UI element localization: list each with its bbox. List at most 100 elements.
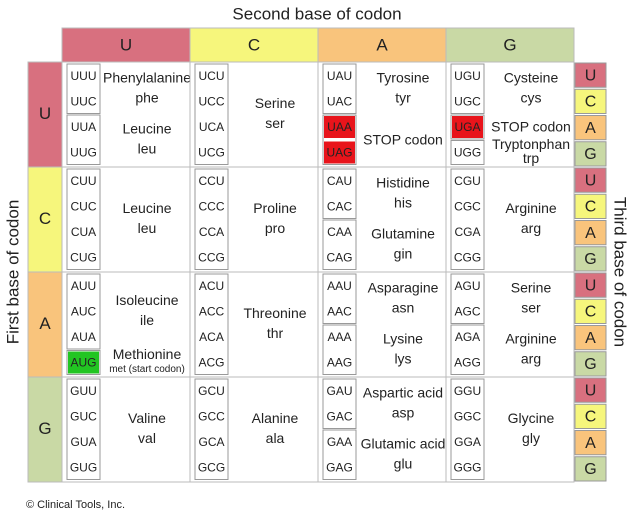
- amino-acid-abbr: arg: [521, 220, 541, 236]
- codon: UUU: [71, 69, 97, 83]
- codon: CCC: [199, 200, 225, 214]
- codon: GCA: [198, 435, 224, 449]
- third-base-label: C: [585, 199, 597, 216]
- codon: CGG: [454, 251, 481, 265]
- codon: ACA: [199, 330, 224, 344]
- codon: AGC: [454, 305, 480, 319]
- amino-acid-abbr: leu: [138, 220, 157, 236]
- codon: CGC: [454, 200, 481, 214]
- amino-acid-abbr: phe: [135, 89, 159, 105]
- third-base-cell: [574, 325, 607, 351]
- amino-acid-name: Glutamic acid: [361, 435, 446, 451]
- codon-box: [322, 324, 357, 375]
- codon: UGA: [454, 120, 480, 134]
- codon-box: [66, 114, 101, 165]
- codon: UCC: [199, 95, 225, 109]
- codon: AAU: [327, 279, 352, 293]
- third-base-label: G: [584, 356, 596, 373]
- codon-box: [450, 168, 485, 270]
- codon: GUG: [70, 461, 97, 475]
- row-header: [27, 166, 63, 273]
- codon: CAG: [326, 251, 352, 265]
- codon-box: [322, 219, 357, 270]
- codon: UAA: [327, 120, 352, 134]
- amino-acid-abbr: gin: [394, 245, 413, 261]
- amino-acid-name: Valine: [128, 410, 166, 426]
- third-base-label: U: [585, 277, 597, 294]
- codon: UUG: [70, 146, 97, 160]
- codon-box: [194, 168, 229, 270]
- codon: UCA: [199, 120, 224, 134]
- third-base-cell: [574, 403, 607, 429]
- codon: GAU: [326, 384, 352, 398]
- codon: GAG: [326, 461, 353, 475]
- codon-box: [450, 273, 485, 324]
- third-base-cell: [574, 88, 607, 114]
- third-base-label: C: [585, 304, 597, 321]
- third-base-label: C: [585, 94, 597, 111]
- third-base-label: A: [585, 120, 596, 137]
- third-base-label: C: [585, 409, 597, 426]
- right-title: Third base of codon: [611, 197, 630, 347]
- third-base-label: U: [585, 67, 597, 84]
- amino-acid-name: Glutamine: [371, 225, 435, 241]
- codon-highlight: [452, 116, 483, 138]
- amino-acid-abbr: his: [394, 194, 412, 210]
- amino-acid-name: Leucine: [122, 200, 171, 216]
- codon: UGC: [454, 95, 481, 109]
- codon: CAC: [327, 200, 353, 214]
- codon: GUU: [70, 384, 97, 398]
- codon: GCU: [198, 384, 225, 398]
- codon: GUC: [70, 410, 97, 424]
- codon-box: [322, 378, 357, 429]
- third-base-label: A: [585, 435, 596, 452]
- codon: GGC: [454, 410, 482, 424]
- codon-box: [194, 378, 229, 480]
- codon: GUA: [70, 435, 96, 449]
- codon: GAA: [327, 435, 352, 449]
- codon: AUA: [71, 330, 96, 344]
- third-base-cell: [574, 141, 607, 167]
- amino-acid-name: Arginine: [505, 200, 557, 216]
- codon: UAU: [327, 69, 352, 83]
- amino-acid-abbr: pro: [265, 220, 285, 236]
- amino-acid-name: Tyrosine: [377, 69, 430, 85]
- codon: GGU: [454, 384, 481, 398]
- amino-acid-name: Tryptonphan: [492, 136, 570, 152]
- codon-box: [450, 378, 485, 480]
- amino-acid-abbr: val: [138, 430, 156, 446]
- amino-acid-name: Lysine: [383, 330, 423, 346]
- codon: AUC: [71, 305, 97, 319]
- codon-box: [322, 168, 357, 219]
- third-base-cell: [574, 62, 607, 88]
- codon-box: [66, 168, 101, 270]
- codon: GCC: [198, 410, 225, 424]
- third-base-cell: [574, 246, 607, 272]
- third-base-label: U: [585, 172, 597, 189]
- third-base-cell: [574, 167, 607, 193]
- codon: AAG: [327, 356, 352, 370]
- amino-acid-abbr: asn: [392, 299, 415, 315]
- amino-acid-name: STOP codon: [363, 131, 443, 147]
- amino-acid-name: Arginine: [505, 330, 557, 346]
- codon: AUG: [70, 356, 96, 370]
- codon-box: [194, 63, 229, 165]
- codon-box: [450, 63, 485, 114]
- codon: UAG: [326, 146, 352, 160]
- third-base-label: G: [584, 146, 596, 163]
- codon: UCG: [198, 146, 225, 160]
- amino-acid-name: Glycine: [508, 410, 555, 426]
- third-base-cell: [574, 377, 607, 403]
- codon: CUU: [71, 174, 97, 188]
- left-title: First base of codon: [3, 200, 22, 345]
- column-label: U: [120, 35, 132, 54]
- row-header: [27, 376, 63, 483]
- third-base-label: U: [585, 382, 597, 399]
- amino-acid-name: Histidine: [376, 174, 430, 190]
- amino-acid-abbr: glu: [394, 455, 413, 471]
- amino-acid-abbr: met (start codon): [109, 364, 185, 375]
- codon: CAA: [327, 225, 352, 239]
- codon-box: [322, 273, 357, 324]
- codon: ACU: [199, 279, 224, 293]
- codon: AAA: [327, 330, 351, 344]
